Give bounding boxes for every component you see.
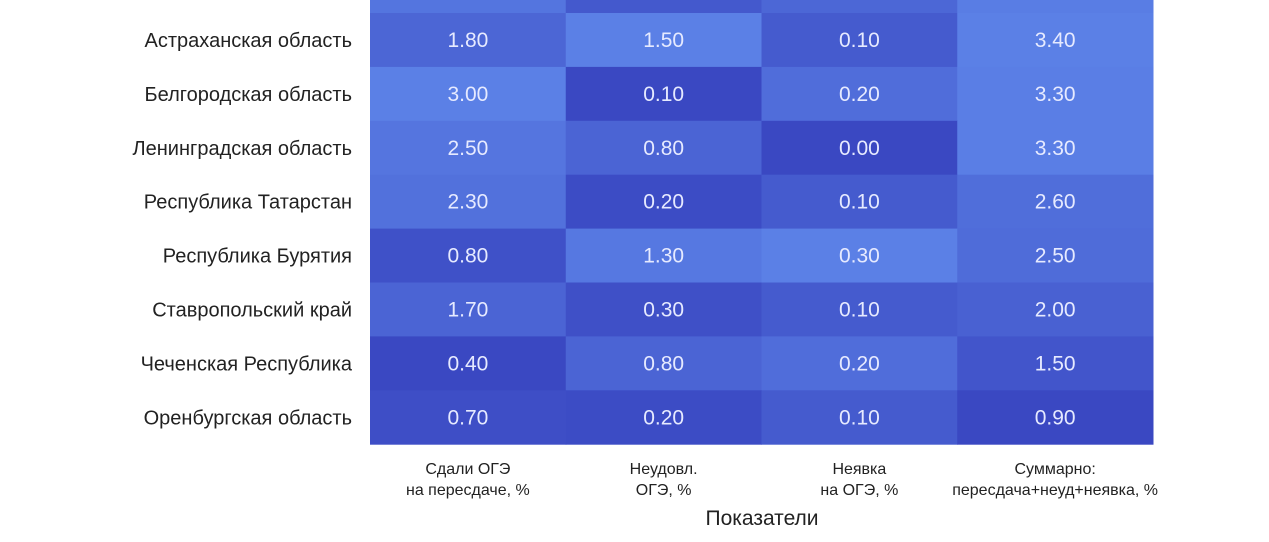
cell-value-label: 1.30 [643, 245, 684, 268]
heatmap-cell [761, 174, 958, 230]
heatmap-cell [761, 336, 958, 391]
heatmap-cell [370, 336, 567, 391]
x-axis-label: Показатели [705, 507, 818, 530]
row-label: Ленинградская область [133, 138, 352, 160]
heatmap-cell [957, 66, 1154, 122]
heatmap-cell [761, 13, 958, 68]
heatmap-cell [761, 66, 958, 122]
heatmap-cell [565, 282, 762, 337]
cell-value-label: 0.20 [839, 83, 880, 106]
cell-value-label: 0.40 [447, 352, 488, 375]
heatmap-cell [957, 336, 1154, 391]
heatmap-cell [565, 120, 762, 176]
row-label: Белгородская область [145, 84, 352, 106]
column-labels: Сдали ОГЭ на пересдаче, % Неудовл. ОГЭ, % Не… [406, 461, 1158, 499]
partial-top-row [370, 0, 1154, 13]
heatmap-cell [761, 228, 958, 283]
row-label: Республика Бурятия [163, 246, 352, 268]
cell-value-label: 1.70 [447, 298, 488, 321]
heatmap-cell [957, 13, 1154, 68]
cell-value-label: 0.70 [447, 406, 488, 429]
cell-value-label: 1.50 [1035, 352, 1076, 375]
cell-value-label: 0.00 [839, 137, 880, 160]
cell-value-label: 0.30 [643, 298, 684, 321]
heatmap-cell [370, 120, 567, 176]
row-label: Ставропольский край [152, 299, 352, 321]
cell-value-label: 0.80 [447, 245, 488, 268]
heatmap-cell [565, 66, 762, 122]
heatmap-cells: 1.80 1.50 0.10 3.40 3.00 0.10 0.20 3.30 2.50 0.80… [370, 13, 1154, 445]
column-label: Суммарно: пересдача+неуд+неявка, % [952, 461, 1158, 499]
heatmap-cell [957, 282, 1154, 337]
heatmap-cell [565, 336, 762, 391]
cell-value-label: 2.50 [447, 137, 488, 160]
cell-value-label: 0.90 [1035, 406, 1076, 429]
cell-value-label: 0.10 [839, 298, 880, 321]
cell-value-label: 0.80 [643, 137, 684, 160]
heatmap-cell [370, 228, 567, 283]
cell-value-label: 1.50 [643, 29, 684, 52]
heatmap-cell-partial [370, 0, 567, 13]
cell-value-label: 2.50 [1035, 245, 1076, 268]
column-label: Неявка на ОГЭ, % [820, 461, 898, 499]
heatmap-cell-partial [565, 0, 762, 13]
cell-value-label: 2.30 [447, 191, 488, 214]
heatmap-cell [761, 120, 958, 176]
row-labels: Астраханская область Белгородская область… [133, 30, 353, 429]
heatmap-cell [957, 174, 1154, 230]
cell-value-label: 3.00 [447, 83, 488, 106]
heatmap-cell [957, 120, 1154, 176]
heatmap-cell [761, 390, 958, 445]
heatmap-cell [761, 282, 958, 337]
heatmap-cell [370, 66, 567, 122]
cell-value-label: 0.10 [839, 29, 880, 52]
row-label: Астраханская область [145, 30, 352, 52]
cell-value-label: 0.20 [643, 406, 684, 429]
heatmap-cell-partial [761, 0, 958, 13]
heatmap-cell [565, 13, 762, 68]
heatmap-cell [957, 390, 1154, 445]
cell-value-label: 2.00 [1035, 298, 1076, 321]
heatmap-cell [565, 390, 762, 445]
heatmap-cell-partial [957, 0, 1154, 13]
heatmap-cell [370, 174, 567, 230]
cell-value-label: 1.80 [447, 29, 488, 52]
cell-value-label: 3.30 [1035, 83, 1076, 106]
cell-value-label: 0.10 [643, 83, 684, 106]
cell-value-label: 0.30 [839, 245, 880, 268]
cell-value-label: 0.80 [643, 352, 684, 375]
column-label: Сдали ОГЭ на пересдаче, % [406, 461, 530, 499]
cell-value-label: 3.40 [1035, 29, 1076, 52]
heatmap-cell [370, 13, 567, 68]
cell-value-label: 0.20 [643, 191, 684, 214]
row-label: Оренбургская область [144, 407, 352, 429]
heatmap-cell [370, 390, 567, 445]
heatmap-cell [957, 228, 1154, 283]
row-label: Республика Татарстан [144, 192, 352, 214]
row-label: Чеченская Республика [141, 353, 353, 375]
heatmap-cell [565, 228, 762, 283]
cell-value-label: 0.10 [839, 191, 880, 214]
heatmap-cell [565, 174, 762, 230]
column-label: Неудовл. ОГЭ, % [630, 461, 698, 499]
cell-value-label: 2.60 [1035, 191, 1076, 214]
cell-value-label: 0.20 [839, 352, 880, 375]
heatmap-cell [370, 282, 567, 337]
cell-value-label: 3.30 [1035, 137, 1076, 160]
cell-value-label: 0.10 [839, 406, 880, 429]
